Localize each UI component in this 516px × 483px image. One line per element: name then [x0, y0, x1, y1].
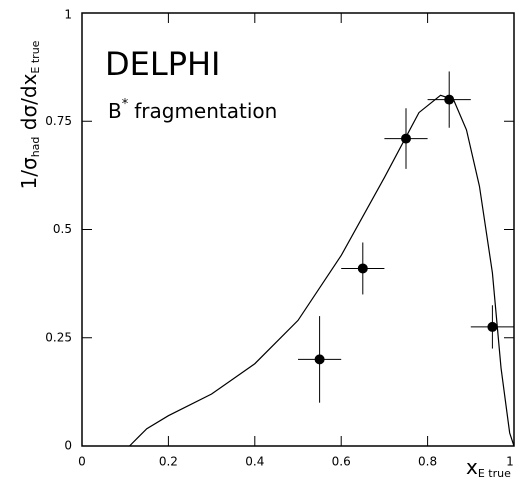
y-tick-label: 0.25: [45, 330, 72, 344]
x-tick-label: 0.4: [245, 455, 264, 469]
x-tick-label: 0: [78, 455, 86, 469]
y-tick-label: 0.75: [45, 114, 72, 128]
star: *: [122, 97, 129, 112]
fit-curve: [129, 94, 515, 447]
y-label-lead: 1/σ: [17, 157, 41, 189]
x-tick-label: 0.8: [418, 455, 437, 469]
experiment-label: DELPHI: [105, 45, 220, 83]
x-tick-label: 1: [506, 455, 514, 469]
x-tick-label: 0.6: [332, 455, 351, 469]
particle-label: B* fragmentation: [108, 97, 277, 123]
data-point: [357, 263, 368, 274]
data-point: [487, 321, 498, 332]
y-tick-label: 1: [64, 8, 72, 22]
y-label-sub: had: [29, 137, 42, 158]
data-point: [314, 354, 325, 365]
y-tick-label: 0: [64, 439, 72, 453]
process: fragmentation: [134, 99, 277, 123]
x-tick-label: 0.2: [159, 455, 178, 469]
x-axis-label: xE true: [466, 455, 511, 481]
data-point: [444, 94, 455, 105]
x-label-main: x: [466, 455, 478, 479]
y-tick-label: 0.5: [53, 222, 72, 236]
y-label-mid: dσ/dx: [17, 73, 41, 136]
data-point: [401, 133, 411, 144]
particle: B: [108, 99, 122, 123]
x-label-sub: E true: [478, 467, 511, 480]
y-label-sub: E true: [29, 40, 42, 73]
y-axis-label: 1/σhad dσ/dxE true: [17, 40, 43, 189]
